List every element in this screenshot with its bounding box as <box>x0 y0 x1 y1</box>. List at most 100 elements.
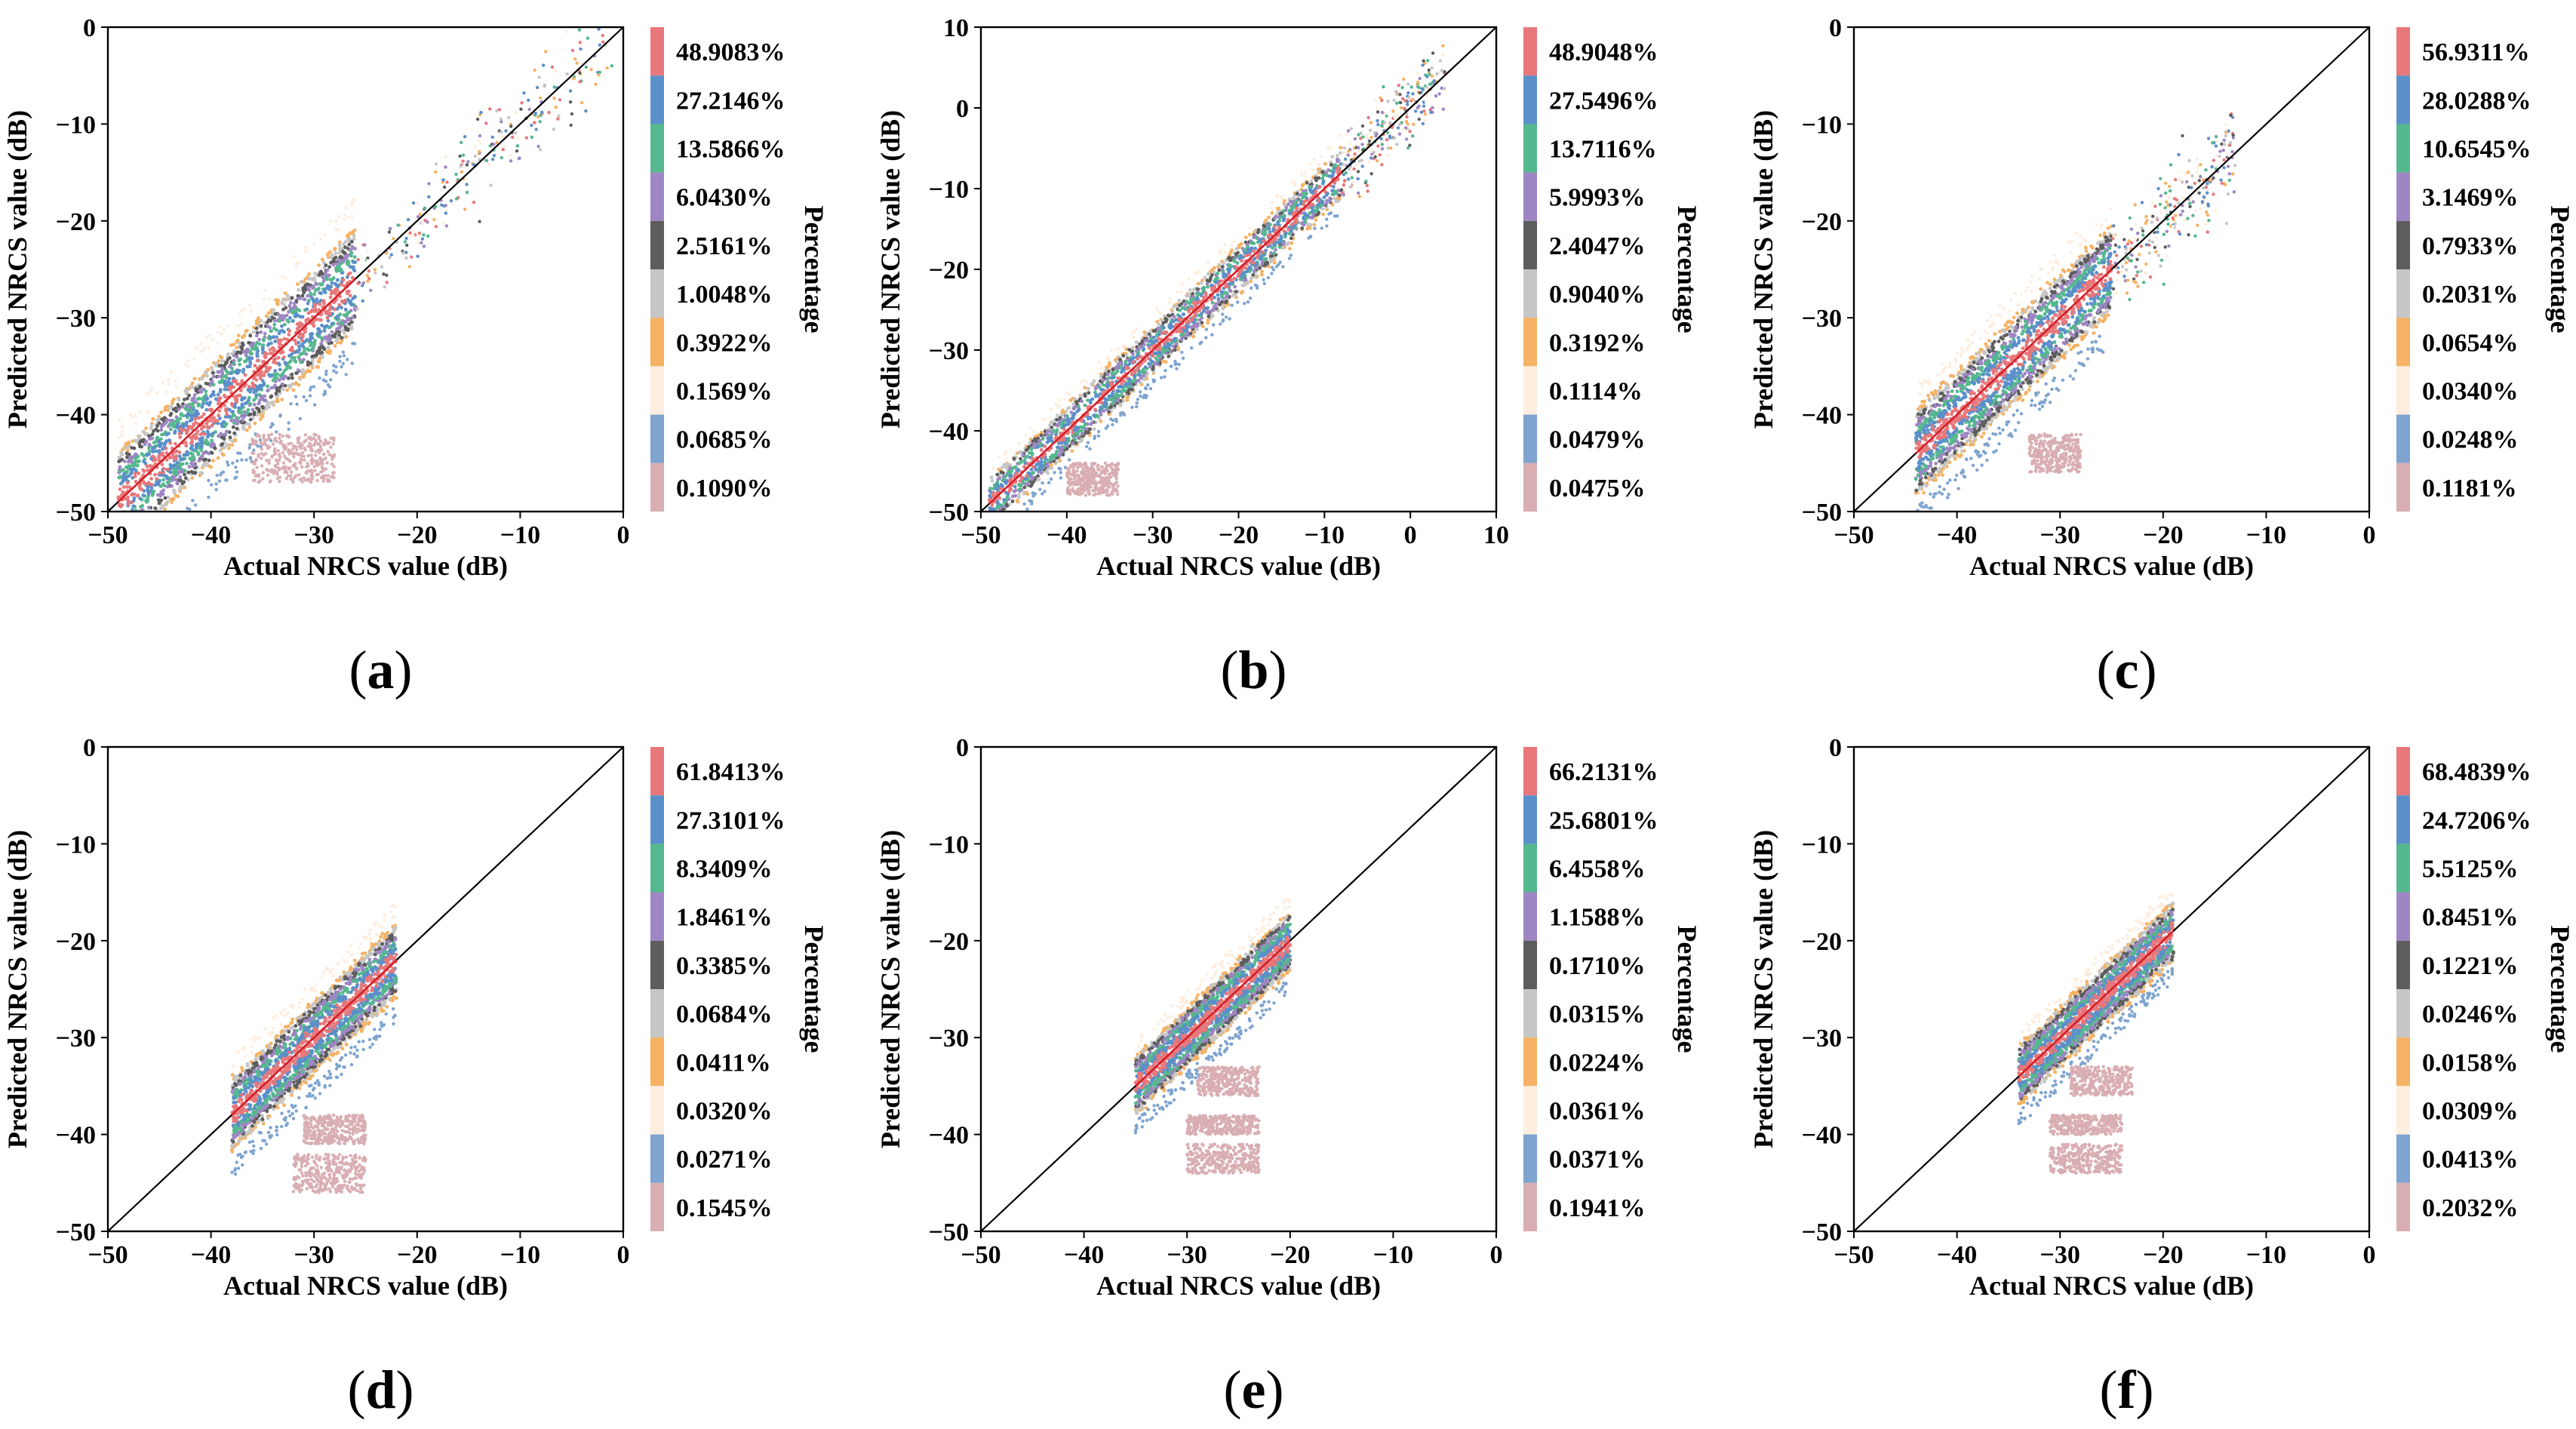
panel-e-ytick-label: −20 <box>929 928 969 956</box>
panel-b-colorbar-label: 0.0475% <box>1549 475 1646 502</box>
panel-a-ytick-label: −30 <box>56 305 96 333</box>
panel-c-colorbar-label: 0.0654% <box>2422 329 2519 357</box>
panel-c-xtick-label: 0 <box>2363 521 2376 549</box>
panel-d-colorbar-label: 61.8413% <box>676 758 785 786</box>
panel-e-colorbar-label: 0.0371% <box>1549 1146 1646 1174</box>
panel-a-colorbar-swatch <box>650 463 664 512</box>
panel-f-colorbar-label: 24.7206% <box>2422 807 2531 834</box>
panel-b-colorbar-swatch <box>1523 269 1537 318</box>
panel-e-scatter-points <box>1133 898 1293 1175</box>
panel-f-colorbar-label: 0.2032% <box>2422 1194 2519 1222</box>
panel-d-x-axis-label: Actual NRCS value (dB) <box>223 1271 508 1301</box>
panel-c-ytick-label: −40 <box>1802 402 1842 430</box>
panel-b-fit-line <box>988 171 1342 505</box>
panel-d-colorbar-label: 0.0684% <box>676 1000 773 1028</box>
panel-e-colorbar: 66.2131% 25.6801% 6.4558% 1.1588% 0.1710% 0.0… <box>1523 747 1702 1231</box>
panel-d-fit-line <box>231 959 398 1116</box>
panel-e-xtick-label: −50 <box>961 1241 1001 1269</box>
panel-e-ytick-label: 0 <box>956 734 969 762</box>
panel-f-ytick-label: −10 <box>1802 831 1842 859</box>
panel-f-colorbar: 68.4839% 24.7206% 5.5125% 0.8451% 0.1221% 0.0… <box>2396 747 2575 1231</box>
panel-a-colorbar-swatch <box>650 124 664 173</box>
panel-f-colorbar-swatch <box>2396 747 2410 796</box>
panel-a-ytick-label: 0 <box>83 14 96 42</box>
panel-c-colorbar-label: 0.0340% <box>2422 378 2519 406</box>
panel-d-colorbar-label: 0.0320% <box>676 1098 773 1126</box>
panel-e-colorbar-label: 0.0224% <box>1549 1049 1646 1077</box>
panel-e-colorbar-label: 0.1710% <box>1549 952 1646 980</box>
panel-b-xtick-label: −30 <box>1133 521 1173 549</box>
panel-a-colorbar-label: 0.1090% <box>676 475 773 502</box>
panel-f-ytick-label: −20 <box>1802 928 1842 956</box>
panel-a-xtick-label: −30 <box>294 521 334 549</box>
panel-c-colorbar-label: 56.9311% <box>2422 38 2530 66</box>
panel-c-colorbar-label: 3.1469% <box>2422 184 2519 212</box>
panel-f-colorbar-swatch <box>2396 1134 2410 1183</box>
panel-c-ytick-label: −20 <box>1802 208 1842 236</box>
panel-b-colorbar-swatch <box>1523 463 1537 512</box>
panel-a-colorbar-swatch <box>650 366 664 415</box>
panel-e-colorbar-swatch <box>1523 1086 1537 1135</box>
panel-f-colorbar-label: 0.8451% <box>2422 904 2519 932</box>
panel-a-scatter-points <box>116 27 614 512</box>
panel-c-fit-line <box>1915 269 2113 454</box>
panel-f-colorbar-swatch <box>2396 989 2410 1038</box>
panel-f-fit-line <box>2018 930 2175 1077</box>
panel-d-colorbar: 61.8413% 27.3101% 8.3409% 1.8461% 0.3385% 0.0… <box>650 747 829 1231</box>
panel-b-colorbar: 48.9048% 27.5496% 13.7116% 5.9993% 2.4047% 0.… <box>1523 27 1702 512</box>
panel-b-scatter-points <box>988 44 1446 512</box>
panel-b-colorbar-swatch <box>1523 124 1537 173</box>
panel-f-colorbar-swatch <box>2396 1086 2410 1135</box>
panel-d-panel-label: (d) <box>347 1360 413 1420</box>
panel-b: −50 −40 −30 −20 −10 0 10 −50 −40 −30 −20 −10 0 10 Actu… <box>875 14 1702 700</box>
panel-d-colorbar-label: 0.0411% <box>676 1049 771 1077</box>
panel-c-xtick-label: −10 <box>2246 521 2286 549</box>
panel-a-colorbar-swatch <box>650 27 664 76</box>
panel-c-colorbar: 56.9311% 28.0288% 10.6545% 3.1469% 0.7933% 0.… <box>2396 27 2575 512</box>
panel-c-colorbar-title: Percentage <box>2545 205 2575 333</box>
panel-c-plot-frame <box>1852 26 2371 513</box>
panel-e-colorbar-title: Percentage <box>1672 925 1702 1053</box>
panel-e-colorbar-swatch <box>1523 1037 1537 1086</box>
panel-b-ytick-label: −30 <box>929 337 969 365</box>
panel-c-ytick-label: −10 <box>1802 111 1842 139</box>
panel-a-xtick-label: 0 <box>617 521 630 549</box>
panel-c-colorbar-swatch <box>2396 27 2410 76</box>
panel-d-ytick-label: −50 <box>56 1218 96 1246</box>
panel-d-colorbar-label: 27.3101% <box>676 807 785 834</box>
panel-c-xtick-label: −30 <box>2040 521 2080 549</box>
panel-a-colorbar-swatch <box>650 269 664 318</box>
panel-b-ytick-label: 0 <box>956 95 969 123</box>
panel-d-xtick-label: −40 <box>191 1241 231 1269</box>
panel-b-colorbar-label: 2.4047% <box>1549 232 1646 260</box>
panel-f-colorbar-swatch <box>2396 1037 2410 1086</box>
panel-b-panel-label: (b) <box>1220 640 1286 700</box>
panel-f-scatter-points <box>2017 892 2175 1175</box>
panel-e-colorbar-label: 25.6801% <box>1549 807 1658 834</box>
panel-f-panel-label: (f) <box>2100 1360 2154 1420</box>
panel-e-ytick-label: −30 <box>929 1025 969 1053</box>
panel-d-colorbar-label: 0.1545% <box>676 1194 773 1222</box>
panel-d-xtick-label: 0 <box>617 1241 630 1269</box>
panel-f-x-axis-label: Actual NRCS value (dB) <box>1969 1271 2254 1301</box>
panel-f-colorbar-label: 68.4839% <box>2422 758 2531 786</box>
panel-a-xtick-label: −50 <box>88 521 128 549</box>
panel-e-x-axis-label: Actual NRCS value (dB) <box>1096 1271 1381 1301</box>
panel-a-colorbar-label: 27.2146% <box>676 87 785 115</box>
panel-a-ytick-label: −10 <box>56 111 96 139</box>
panel-c-colorbar-swatch <box>2396 220 2410 269</box>
panel-a-xtick-label: −10 <box>500 521 540 549</box>
panel-b-ytick-label: −20 <box>929 257 969 284</box>
panel-d-colorbar-swatch <box>650 892 664 941</box>
panel-f-xtick-label: −40 <box>1937 1241 1977 1269</box>
panel-a-colorbar-label: 0.0685% <box>676 426 773 454</box>
panel-a-colorbar-label: 48.9083% <box>676 38 785 66</box>
panel-b-y-axis-label: Predicted NRCS value (dB) <box>875 110 905 429</box>
panel-a: −50 −40 −30 −20 −10 0 −50 −40 −30 −20 −10 0 Actual N… <box>2 14 829 700</box>
panel-c-colorbar-label: 28.0288% <box>2422 87 2531 115</box>
panel-f-colorbar-title: Percentage <box>2545 925 2575 1053</box>
panel-e-colorbar-swatch <box>1523 1134 1537 1183</box>
panel-f-xtick-label: 0 <box>2363 1241 2376 1269</box>
panel-c-colorbar-swatch <box>2396 463 2410 512</box>
panel-d-colorbar-label: 0.3385% <box>676 952 773 980</box>
